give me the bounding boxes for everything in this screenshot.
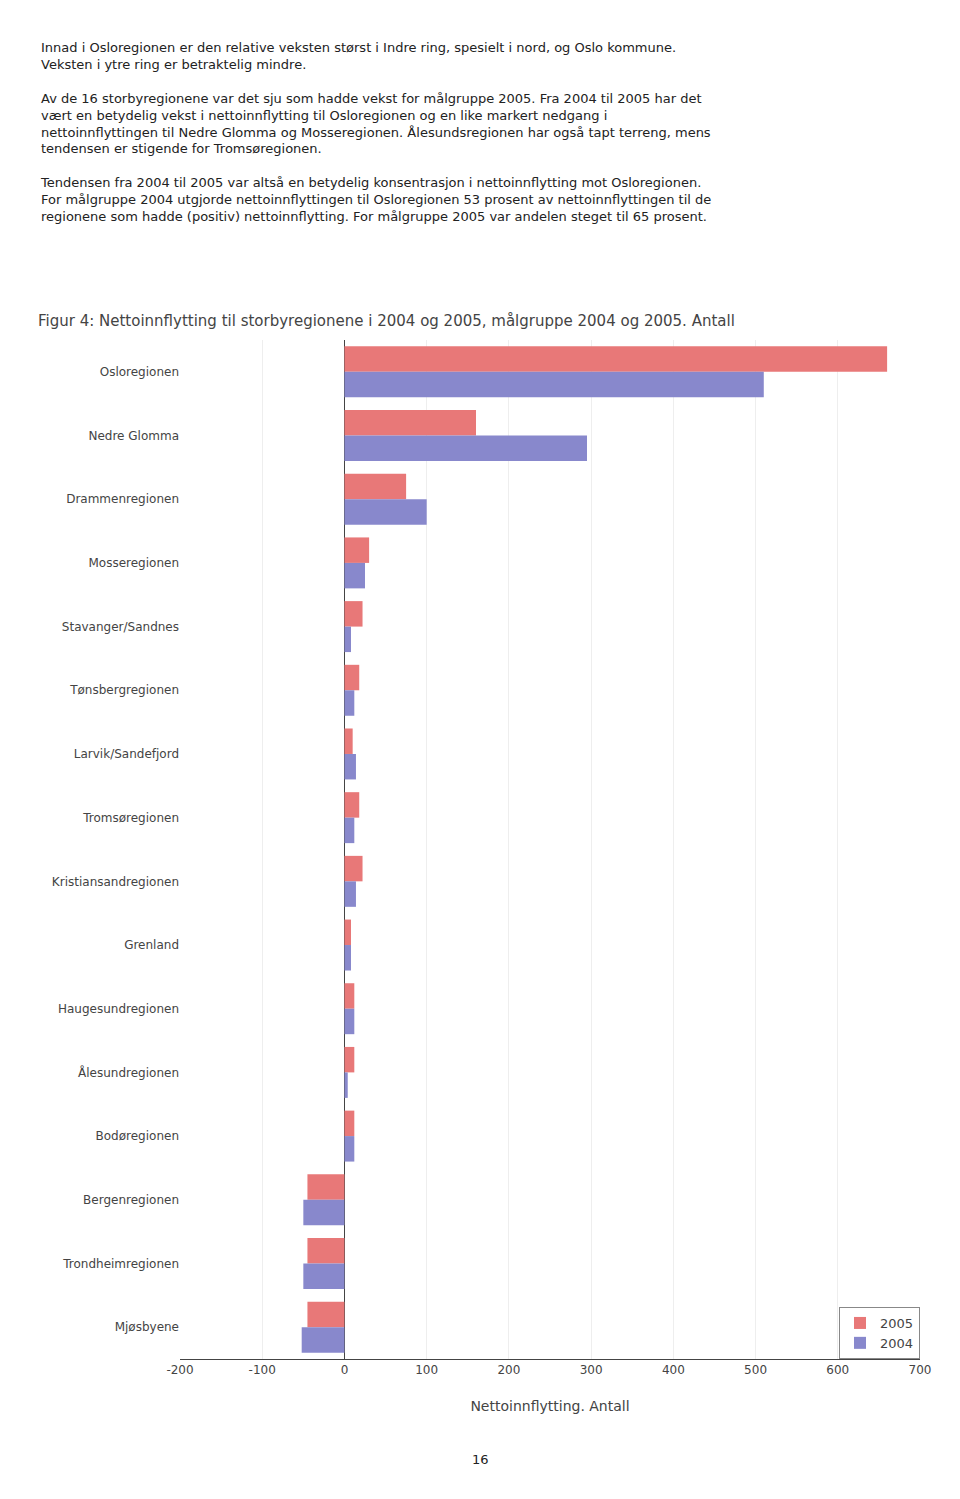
svg-text:200: 200 <box>497 1363 520 1377</box>
svg-text:16: 16 <box>472 1452 489 1467</box>
svg-text:700: 700 <box>909 1363 932 1377</box>
svg-text:600: 600 <box>826 1363 849 1377</box>
svg-text:Mjøsbyene: Mjøsbyene <box>115 1320 179 1334</box>
svg-text:Bodøregionen: Bodøregionen <box>96 1129 179 1143</box>
svg-text:100: 100 <box>415 1363 438 1377</box>
svg-text:2004: 2004 <box>880 1336 913 1351</box>
svg-text:Bergenregionen: Bergenregionen <box>83 1193 179 1207</box>
svg-text:Innad i Osloregionen er den re: Innad i Osloregionen er den relative vek… <box>40 40 711 224</box>
svg-text:-200: -200 <box>166 1363 193 1377</box>
svg-text:0: 0 <box>341 1363 349 1377</box>
svg-text:Larvik/Sandefjord: Larvik/Sandefjord <box>74 747 179 761</box>
svg-text:Nettoinnflytting. Antall: Nettoinnflytting. Antall <box>470 1398 629 1414</box>
svg-text:Tromsøregionen: Tromsøregionen <box>82 811 179 825</box>
svg-text:Trondheimregionen: Trondheimregionen <box>62 1257 179 1271</box>
svg-text:Tønsbergregionen: Tønsbergregionen <box>69 683 179 697</box>
svg-text:2005: 2005 <box>880 1316 913 1331</box>
svg-text:Kristiansandregionen: Kristiansandregionen <box>52 875 179 889</box>
svg-text:Ålesundregionen: Ålesundregionen <box>78 1065 179 1080</box>
svg-text:Osloregionen: Osloregionen <box>100 365 179 379</box>
svg-text:500: 500 <box>744 1363 767 1377</box>
svg-text:Drammenregionen: Drammenregionen <box>66 492 179 506</box>
svg-text:-100: -100 <box>249 1363 276 1377</box>
svg-text:300: 300 <box>580 1363 603 1377</box>
svg-text:Mosseregionen: Mosseregionen <box>88 556 179 570</box>
svg-text:Figur 4: Nettoinnflytting til: Figur 4: Nettoinnflytting til storbyregi… <box>38 312 735 330</box>
svg-text:Grenland: Grenland <box>124 938 179 952</box>
svg-text:Haugesundregionen: Haugesundregionen <box>58 1002 179 1016</box>
svg-text:Nedre Glomma: Nedre Glomma <box>88 429 179 443</box>
svg-text:400: 400 <box>662 1363 685 1377</box>
svg-text:Stavanger/Sandnes: Stavanger/Sandnes <box>62 620 179 634</box>
